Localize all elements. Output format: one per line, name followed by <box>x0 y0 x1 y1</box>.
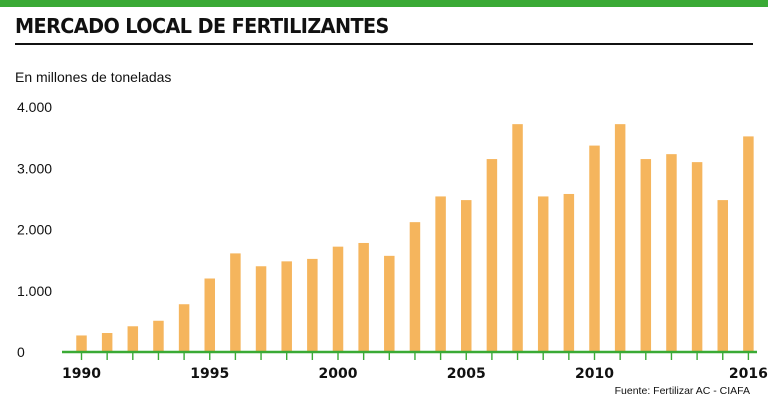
bar-2014 <box>691 162 703 353</box>
x-tick-label: 2010 <box>575 366 614 382</box>
bar-2001 <box>358 242 369 352</box>
bar-2013 <box>666 154 677 352</box>
bar-1995 <box>204 278 215 352</box>
bar-2009 <box>563 193 575 352</box>
y-tick-label: 2.000 <box>17 222 52 238</box>
x-axis-ticks: 1990 1995 2000 2005 2010 2016 <box>62 366 768 382</box>
bar-2002 <box>384 255 395 352</box>
units-label: En millones de toneladas <box>15 69 172 85</box>
x-tick-label: 2005 <box>447 366 486 382</box>
bar-1991 <box>101 333 113 352</box>
bar-2007 <box>512 124 523 353</box>
bar-1997 <box>255 266 267 352</box>
x-tick-label: 1990 <box>62 366 101 382</box>
x-tick-label: 2016 <box>729 366 768 382</box>
bar-2016 <box>743 136 754 352</box>
bar-1998 <box>281 261 292 352</box>
bar-2012 <box>640 159 652 352</box>
y-tick-label: 4.000 <box>17 99 52 115</box>
bar-2003 <box>409 222 421 352</box>
x-tick-label: 2000 <box>319 366 358 382</box>
bar-2004 <box>435 196 446 352</box>
bar-1992 <box>127 326 139 352</box>
bar-2005 <box>461 200 472 352</box>
title-underline <box>15 43 753 45</box>
bar-2010 <box>589 145 600 352</box>
bars <box>76 124 754 353</box>
chart-title: MERCADO LOCAL DE FERTILIZANTES <box>15 14 389 38</box>
bar-2000 <box>332 246 344 352</box>
y-tick-label: 0 <box>17 344 25 360</box>
x-tick-label: 1995 <box>190 366 229 382</box>
bar-1994 <box>178 304 190 352</box>
bar-2015 <box>717 200 728 352</box>
bar-2011 <box>614 124 626 353</box>
bar-1993 <box>153 320 164 352</box>
top-accent-bar <box>0 0 768 7</box>
bar-2008 <box>537 196 549 352</box>
bar-1996 <box>230 253 241 352</box>
bar-1990 <box>76 335 87 352</box>
bar-1999 <box>307 258 318 352</box>
y-axis-ticks: 0 1.000 2.000 3.000 4.000 <box>17 99 52 360</box>
y-tick-label: 3.000 <box>17 160 52 176</box>
source-note: Fuente: Fertilizar AC - CIAFA <box>614 385 750 397</box>
bar-2006 <box>486 159 498 352</box>
y-tick-label: 1.000 <box>17 283 52 299</box>
x-axis-tick-marks <box>80 352 750 360</box>
